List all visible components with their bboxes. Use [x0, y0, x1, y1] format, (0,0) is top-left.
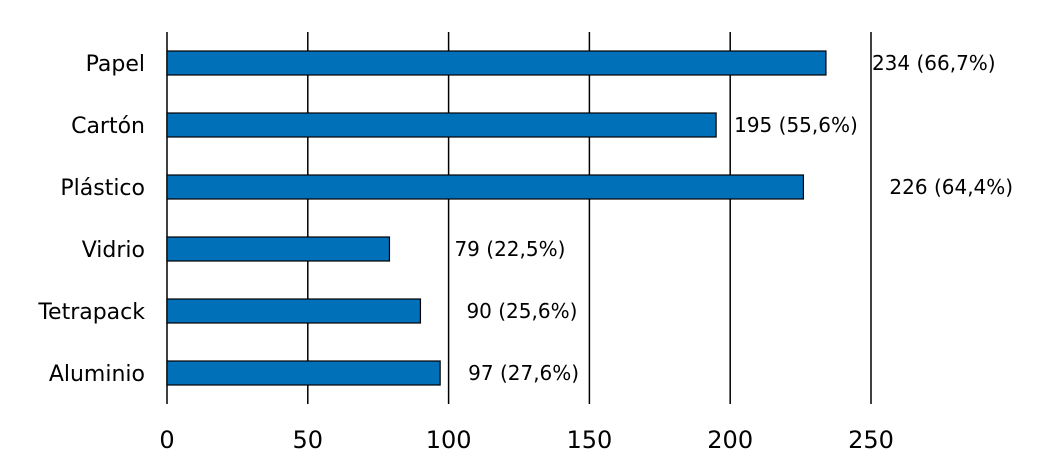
- data-label: 195 (55,6%): [734, 113, 858, 137]
- x-tick-label: 150: [566, 426, 612, 454]
- data-label: 226 (64,4%): [889, 175, 1013, 199]
- x-tick-label: 100: [426, 426, 472, 454]
- bar-plástico: [166, 174, 805, 200]
- x-tick-label: 50: [293, 426, 324, 454]
- category-label: Plástico: [60, 176, 145, 201]
- bar-vidrio: [166, 236, 391, 262]
- bar-papel: [166, 50, 827, 76]
- x-tick-label: 250: [848, 426, 894, 454]
- x-tick-label: 0: [159, 426, 174, 454]
- bar-tetrapack: [166, 298, 422, 324]
- data-labels: 234 (66,7%) 195 (55,6%) 226 (64,4%) 79 (22,…: [454, 51, 1013, 385]
- data-label: 79 (22,5%): [454, 237, 565, 261]
- bars: [166, 50, 827, 386]
- x-tick-labels: 0 50 100 150 200 250: [159, 426, 894, 454]
- gridlines: [166, 32, 872, 404]
- data-label: 90 (25,6%): [466, 299, 577, 323]
- bar-cartón: [166, 112, 717, 138]
- category-labels: Papel Cartón Plástico Vidrio Tetrapack Alumin…: [37, 52, 145, 387]
- data-label: 234 (66,7%): [872, 51, 996, 75]
- category-label: Cartón: [71, 114, 145, 139]
- category-label: Tetrapack: [37, 300, 145, 325]
- category-label: Papel: [86, 52, 145, 77]
- bar-aluminio: [166, 360, 441, 386]
- category-label: Aluminio: [49, 362, 145, 387]
- x-tick-label: 200: [707, 426, 753, 454]
- category-label: Vidrio: [82, 238, 145, 263]
- data-label: 97 (27,6%): [468, 361, 579, 385]
